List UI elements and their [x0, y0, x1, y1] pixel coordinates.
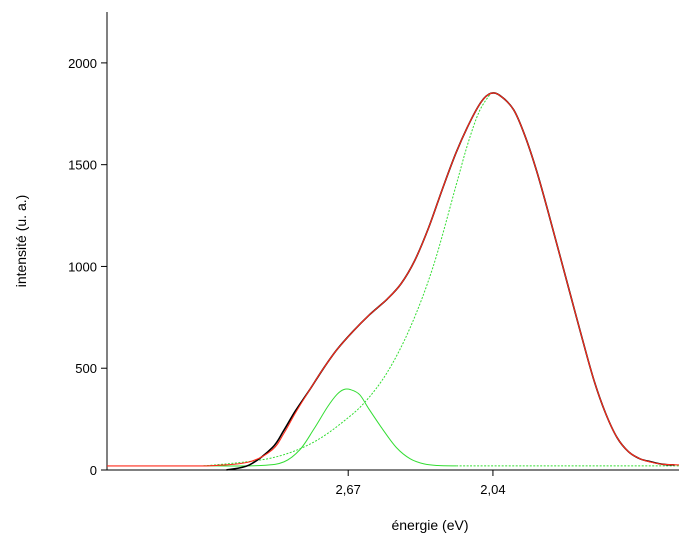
y-tick-label: 1000 [68, 259, 97, 274]
y-tick-label: 2000 [68, 56, 97, 71]
x-tick-label: 2,04 [480, 482, 505, 497]
fit-curve-line [106, 92, 680, 467]
y-axis-title: intensité (u. a.) [13, 195, 29, 288]
axes [106, 12, 679, 471]
y-ticks: 0 500 1000 1500 2000 [68, 56, 107, 478]
x-ticks: 2,67 2,04 [336, 470, 506, 497]
measured-spectrum-line [226, 92, 675, 471]
x-axis-title: énergie (eV) [391, 517, 468, 533]
y-tick-label: 0 [90, 463, 97, 478]
y-tick-label: 1500 [68, 158, 97, 173]
component-curve-2 [203, 93, 492, 467]
y-tick-label: 500 [75, 361, 97, 376]
x-tick-label: 2,67 [336, 482, 361, 497]
component-curve-3 [203, 388, 457, 467]
plot-series [106, 92, 680, 471]
